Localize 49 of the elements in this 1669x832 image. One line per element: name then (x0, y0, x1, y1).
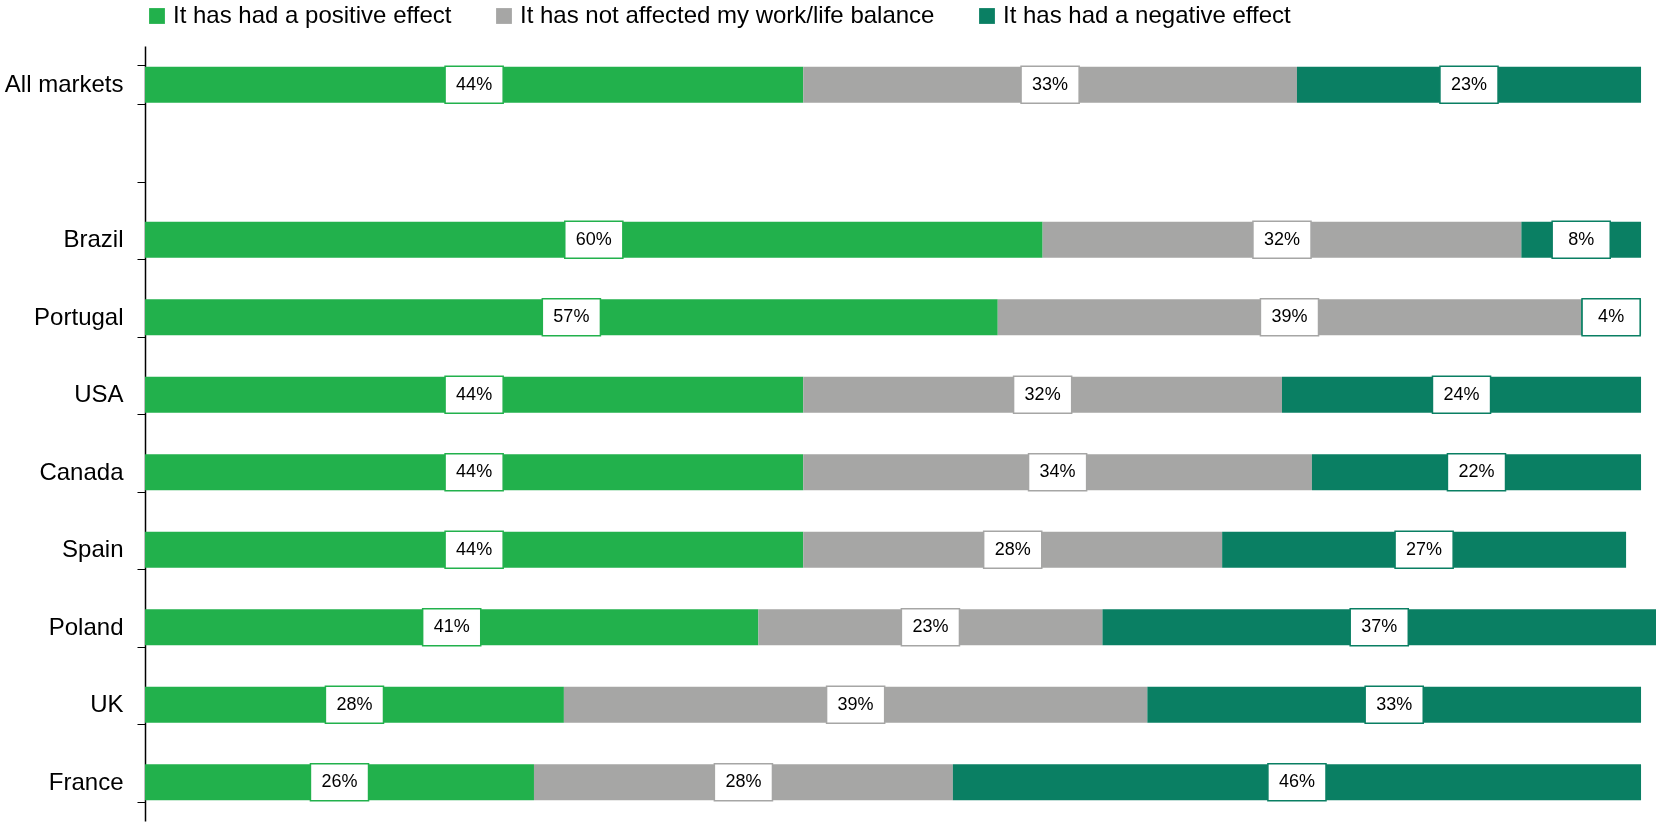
data-label: 37% (1361, 616, 1398, 637)
data-label: 60% (575, 228, 612, 249)
bar (563, 686, 1148, 723)
y-tick-label: Poland (48, 612, 124, 640)
bar (145, 454, 804, 491)
legend-label: It has had a negative effect (1003, 1, 1292, 28)
y-tick-label: UK (90, 690, 124, 718)
data-label: 44% (456, 538, 493, 559)
data-label: 23% (912, 616, 949, 637)
data-label: 32% (1024, 383, 1061, 404)
y-tick-label: Brazil (63, 225, 124, 253)
bar (145, 531, 804, 568)
data-label: 34% (1039, 461, 1076, 482)
data-label: 28% (336, 693, 373, 714)
y-tick-label: All markets (4, 70, 124, 98)
data-label: 23% (1450, 73, 1488, 94)
bar (145, 221, 1043, 258)
bar (952, 764, 1642, 801)
bar (997, 299, 1582, 336)
data-label: 27% (1406, 538, 1443, 559)
data-label: 32% (1263, 228, 1301, 249)
data-label: 44% (456, 73, 493, 94)
data-label: 41% (433, 616, 470, 637)
data-label: 28% (725, 771, 762, 792)
y-tick-label: Canada (39, 457, 125, 485)
data-label: 39% (837, 693, 874, 714)
bar (145, 609, 759, 646)
data-label: 26% (321, 771, 358, 792)
data-label: 33% (1376, 693, 1413, 714)
data-label: 33% (1032, 73, 1069, 94)
bar (145, 376, 804, 413)
data-label: 4% (1598, 306, 1625, 327)
data-label: 57% (553, 306, 590, 327)
y-tick-label: Portugal (34, 302, 124, 330)
data-label: 44% (456, 383, 493, 404)
bar (145, 299, 998, 336)
y-tick-label: France (48, 767, 124, 795)
data-label: 28% (994, 538, 1031, 559)
y-tick-label: Spain (62, 535, 124, 563)
bar (145, 66, 804, 103)
data-label: 44% (456, 461, 493, 482)
data-label: 24% (1443, 383, 1480, 404)
data-label: 8% (1568, 228, 1595, 249)
legend-label: It has had a positive effect (173, 1, 452, 28)
legend-label: It has not affected my work/life balance (520, 1, 935, 28)
data-label: 46% (1278, 771, 1315, 792)
data-label: 39% (1271, 306, 1308, 327)
y-tick-label: USA (74, 380, 124, 408)
data-label: 22% (1458, 461, 1495, 482)
